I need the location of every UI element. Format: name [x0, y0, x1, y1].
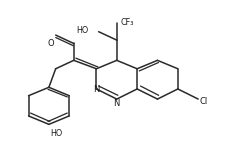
- Text: HO: HO: [51, 129, 63, 138]
- Text: O: O: [48, 39, 55, 48]
- Text: HO: HO: [76, 26, 88, 35]
- Text: N: N: [114, 99, 120, 108]
- Text: N: N: [93, 85, 100, 94]
- Text: CF₃: CF₃: [120, 18, 134, 27]
- Text: Cl: Cl: [199, 97, 207, 106]
